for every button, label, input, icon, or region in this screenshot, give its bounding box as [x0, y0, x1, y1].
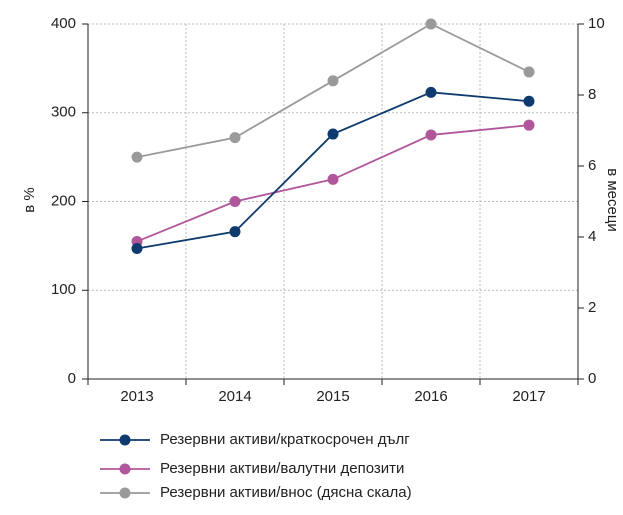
x-tick-label: 2013	[120, 388, 153, 405]
legend-label: Резервни активи/краткосрочен дълг	[160, 431, 410, 448]
data-point	[131, 243, 143, 255]
x-tick-label: 2017	[512, 388, 545, 405]
legend-marker	[119, 434, 131, 446]
data-point	[523, 66, 535, 78]
y-tick-label: 300	[51, 104, 76, 121]
y2-tick-label: 6	[588, 157, 596, 174]
data-point	[229, 132, 241, 144]
legend-label: Резервни активи/валутни депозити	[160, 460, 404, 477]
x-tick-label: 2014	[218, 388, 251, 405]
data-point	[425, 129, 437, 141]
y-tick-label: 100	[51, 281, 76, 298]
series-line	[136, 91, 530, 250]
data-point	[327, 75, 339, 87]
legend-label: Резервни активи/внос (дясна скала)	[160, 484, 412, 501]
y-tick-label: 400	[51, 15, 76, 32]
data-point	[229, 226, 241, 238]
data-point	[327, 128, 339, 140]
legend-marker	[119, 487, 131, 499]
data-point	[523, 95, 535, 107]
y-axis-label: в %	[21, 187, 38, 212]
y2-tick-label: 4	[588, 228, 596, 245]
legend-marker	[119, 463, 131, 475]
data-point	[425, 86, 437, 98]
y-tick-label: 0	[68, 370, 76, 387]
data-point	[131, 151, 143, 163]
y2-axis-label: в месеци	[604, 168, 621, 232]
data-point	[327, 173, 339, 185]
y2-tick-label: 10	[588, 15, 605, 32]
x-tick-label: 2015	[316, 388, 349, 405]
y2-tick-label: 2	[588, 299, 596, 316]
data-point	[229, 196, 241, 207]
y2-tick-label: 0	[588, 370, 596, 387]
y2-tick-label: 8	[588, 86, 596, 103]
data-point	[425, 18, 437, 30]
y-tick-label: 200	[51, 192, 76, 209]
x-tick-label: 2016	[414, 388, 447, 405]
data-point	[523, 119, 535, 131]
